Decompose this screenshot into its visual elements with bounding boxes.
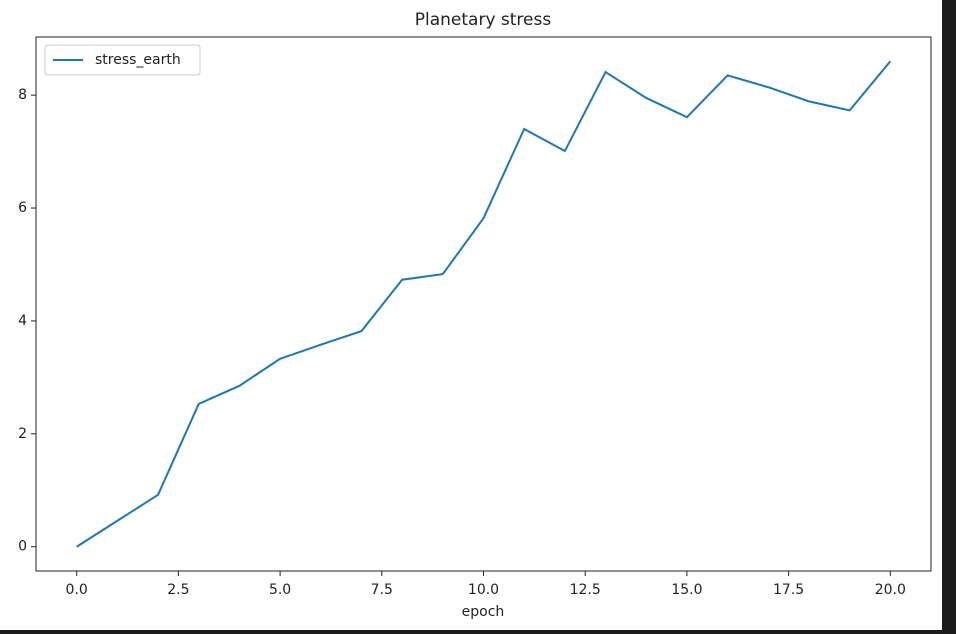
x-tick-label: 7.5 bbox=[371, 582, 393, 598]
x-tick-label: 15.0 bbox=[671, 582, 702, 598]
data-line bbox=[76, 60, 892, 548]
legend-label: stress_earth bbox=[95, 52, 181, 68]
x-tick-label: 5.0 bbox=[269, 582, 291, 598]
x-tick-label: 0.0 bbox=[66, 582, 88, 598]
x-tick-label: 20.0 bbox=[875, 582, 906, 598]
x-tick-label: 2.5 bbox=[167, 582, 189, 598]
x-tick-label: 10.0 bbox=[468, 582, 499, 598]
y-tick-label: 2 bbox=[18, 426, 27, 442]
y-tick-label: 4 bbox=[18, 313, 27, 329]
y-tick-label: 6 bbox=[18, 200, 27, 216]
x-tick-label: 17.5 bbox=[773, 582, 804, 598]
chart-title: Planetary stress bbox=[415, 10, 552, 30]
y-tick-label: 8 bbox=[18, 87, 27, 103]
y-tick-label: 0 bbox=[18, 539, 27, 555]
chart: Planetary stress epoch 0 2 4 6 8 0.0 2.5 5.0 7.5… bbox=[0, 0, 942, 630]
legend-box bbox=[44, 44, 201, 76]
x-axis-label: epoch bbox=[462, 604, 505, 620]
plot-frame bbox=[35, 36, 932, 572]
x-tick-label: 12.5 bbox=[570, 582, 601, 598]
